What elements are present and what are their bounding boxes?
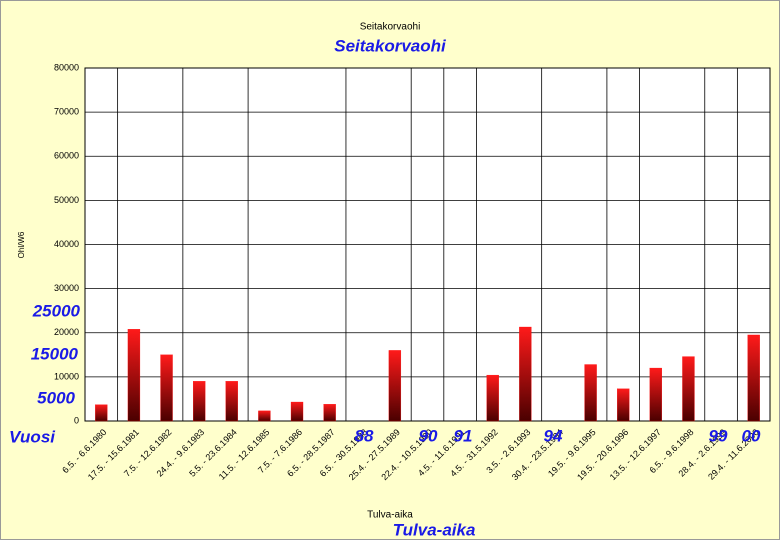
y-tick-label: 0 — [74, 415, 79, 425]
bar — [584, 364, 597, 422]
annotation: Vuosi — [9, 427, 56, 446]
bar — [225, 381, 238, 422]
annotation: Seitakorvaohi — [334, 36, 447, 55]
annotation: 88 — [355, 426, 374, 445]
y-tick-label: 50000 — [54, 195, 79, 205]
bar — [682, 356, 695, 422]
y-tick-label: 20000 — [54, 327, 79, 337]
annotation: 90 — [419, 426, 438, 445]
bar — [617, 388, 630, 422]
annotation: 00 — [742, 426, 761, 445]
bar — [258, 410, 271, 422]
annotation: 99 — [709, 426, 728, 445]
y-tick-label: 10000 — [54, 371, 79, 381]
bar — [747, 334, 760, 422]
annotation: 15000 — [31, 344, 79, 363]
annotation: 5000 — [37, 388, 75, 407]
y-tick-label: 60000 — [54, 151, 79, 161]
chart-title: Seitakorvaohi — [360, 22, 421, 33]
y-axis-label: Ohl/W6 — [17, 231, 26, 258]
annotation: 94 — [544, 426, 563, 445]
annotation: 25000 — [32, 301, 81, 320]
x-axis-label: Tulva-aika — [367, 510, 413, 521]
y-tick-label: 80000 — [54, 62, 79, 72]
annotation: Tulva-aika — [393, 520, 476, 539]
bar — [127, 329, 141, 422]
bar — [290, 401, 304, 422]
bar — [193, 381, 206, 422]
annotation: 91 — [454, 426, 473, 445]
y-tick-label: 30000 — [54, 283, 79, 293]
bar — [649, 367, 662, 422]
bar — [323, 404, 336, 422]
y-tick-label: 40000 — [54, 239, 79, 249]
bar — [519, 326, 532, 422]
bar — [388, 350, 402, 422]
y-tick-label: 70000 — [54, 107, 79, 117]
bar — [95, 404, 108, 422]
bar — [486, 374, 499, 422]
bar — [160, 354, 173, 422]
